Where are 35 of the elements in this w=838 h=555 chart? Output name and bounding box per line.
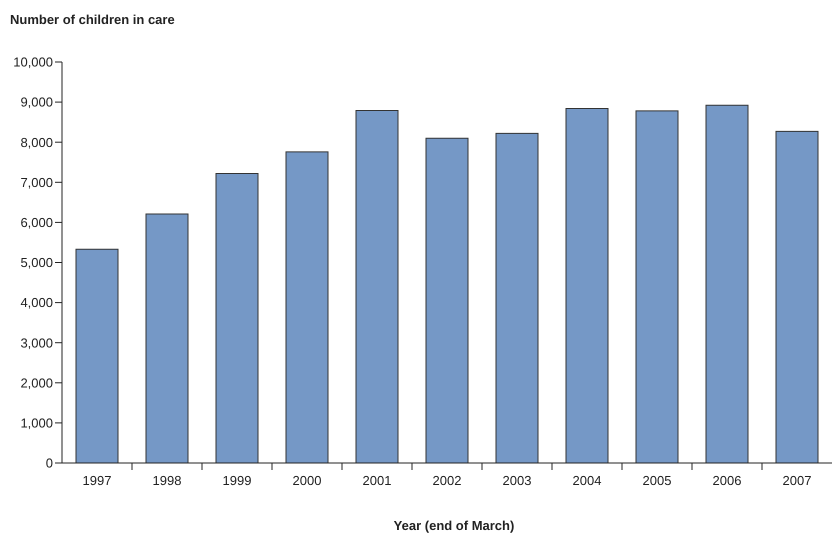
bar: [706, 104, 748, 463]
x-tick-label: 2003: [502, 473, 532, 488]
y-tick-label: 6,000: [20, 215, 53, 230]
y-tick-label: 2,000: [20, 375, 53, 390]
y-tick-label: 3,000: [20, 335, 53, 350]
y-tick-label: 1,000: [20, 416, 53, 431]
x-tick-label: 2002: [432, 473, 462, 488]
y-tick-label: 9,000: [20, 94, 53, 110]
x-tick-label: 1999: [222, 473, 252, 488]
y-tick-label: 4,000: [20, 295, 53, 310]
bar: [286, 151, 328, 463]
bar: [566, 108, 608, 463]
x-tick-label: 2001: [362, 473, 392, 488]
bar: [776, 130, 818, 463]
bar: [496, 132, 538, 463]
x-tick-label: 1997: [82, 473, 112, 488]
x-tick-label: 2004: [572, 473, 602, 488]
x-tick-label: 2007: [782, 473, 812, 488]
y-tick-label: 5,000: [20, 255, 53, 270]
bar: [426, 138, 468, 463]
y-tick-label: 8,000: [20, 134, 53, 150]
bar: [216, 172, 258, 463]
x-tick-label: 1998: [152, 473, 182, 488]
bar: [636, 110, 678, 463]
y-tick-label: 7,000: [20, 174, 53, 190]
y-tick-label: 10,000: [13, 54, 53, 70]
x-tick-label: 2006: [712, 473, 742, 488]
bar: [76, 248, 118, 463]
x-tick-label: 2005: [642, 473, 672, 488]
x-tick-label: 2000: [292, 473, 322, 488]
y-axis-title: Number of children in care: [10, 12, 175, 27]
bar: [356, 110, 398, 463]
y-tick-label: 0: [46, 456, 53, 471]
bar: [146, 213, 188, 463]
x-axis-title: Year (end of March): [392, 518, 516, 533]
